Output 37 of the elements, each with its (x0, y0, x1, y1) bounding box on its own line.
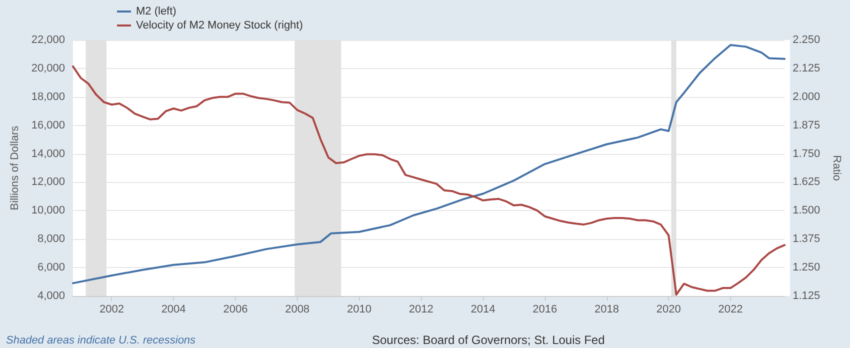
x-tick-label: 2006 (223, 304, 248, 316)
y2-tick-label: 2.000 (792, 90, 820, 103)
y-tick-label: 6,000 (37, 262, 65, 274)
y-tick-label: 12,000 (31, 176, 65, 188)
y-tick-label: 14,000 (31, 148, 65, 160)
x-tick-label: 2002 (99, 304, 124, 316)
y2-tick-label: 1.375 (792, 233, 820, 246)
y2-tick-label: 1.625 (792, 176, 820, 188)
x-tick-label: 2018 (594, 304, 620, 316)
y2-tick-label: 1.125 (792, 290, 820, 302)
text: Shaded areas indicate U.S. recessions (6, 334, 196, 346)
x-tick-label: 2016 (532, 304, 558, 316)
y2-tick-label: 1.875 (792, 119, 820, 132)
legend-label: M2 (left) (136, 6, 176, 18)
x-tick-label: 2022 (718, 304, 743, 316)
x-tick-label: 2014 (470, 304, 496, 316)
legend-label: Velocity of M2 Money Stock (right) (136, 20, 303, 32)
y2-tick-label: 1.500 (792, 204, 820, 217)
x-tick-label: 2004 (161, 304, 186, 316)
y-tick-label: 10,000 (31, 204, 65, 217)
x-tick-label: 2008 (285, 304, 310, 316)
source-note: Sources: Board of Governors; St. Louis Fed (372, 333, 605, 347)
y-tick-label: 18,000 (31, 90, 65, 103)
y2-tick-label: 2.250 (792, 34, 820, 46)
y2-tick-label: 1.750 (792, 148, 820, 160)
x-tick-label: 2012 (408, 304, 434, 316)
y-tick-label: 20,000 (31, 62, 65, 74)
x-tick-label: 2010 (346, 304, 372, 316)
y-tick-label: 22,000 (31, 34, 65, 46)
y-tick-label: 16,000 (31, 119, 65, 132)
x-tick-label: 2020 (656, 304, 681, 316)
y2-tick-label: 2.125 (792, 62, 820, 74)
y2-tick-label: 1.250 (792, 262, 820, 274)
y-tick-label: 4,000 (37, 290, 65, 302)
y-axis-title: Billions of Dollars (8, 125, 21, 210)
y2-axis-title: Ratio (830, 155, 842, 181)
y-tick-label: 8,000 (37, 233, 65, 246)
